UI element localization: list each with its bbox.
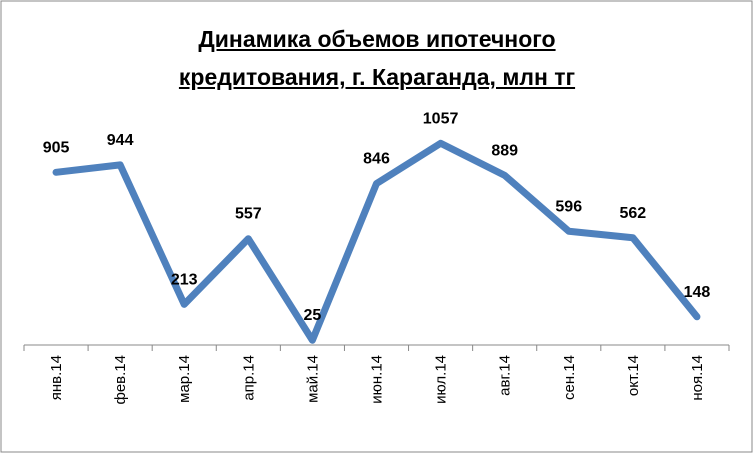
x-tick-label: июл.14 (433, 355, 450, 404)
data-label: 846 (363, 151, 390, 168)
x-tick-label: ноя.14 (689, 355, 706, 401)
data-label: 905 (43, 139, 70, 156)
data-label: 148 (684, 284, 711, 301)
data-label: 562 (620, 205, 647, 222)
x-tick-label: мар.14 (176, 355, 193, 403)
data-label: 557 (235, 206, 262, 223)
x-tick-label: сен.14 (561, 355, 578, 400)
data-label: 1057 (423, 110, 459, 127)
data-label: 944 (107, 132, 134, 149)
x-tick-label: май.14 (304, 355, 321, 403)
x-tick-label: июн.14 (369, 355, 386, 404)
x-tick-label: авг.14 (497, 355, 514, 396)
data-label: 25 (304, 307, 322, 324)
data-label: 596 (555, 198, 582, 215)
data-line (52, 139, 701, 344)
x-tick-label: фев.14 (112, 355, 129, 405)
x-tick-label: янв.14 (48, 355, 65, 400)
data-label: 889 (491, 142, 518, 159)
x-tick-label: апр.14 (240, 355, 257, 401)
x-tick-label: окт.14 (625, 355, 642, 396)
data-label: 213 (171, 271, 198, 288)
chart-title: Динамика объемов ипотечного кредитования… (178, 26, 576, 90)
